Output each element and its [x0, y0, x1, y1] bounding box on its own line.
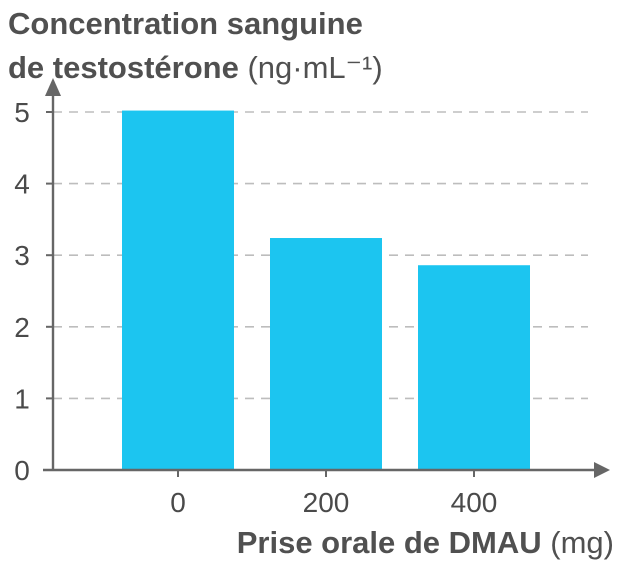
x-tick-label-0: 0 — [170, 487, 186, 518]
x-axis-label: Prise orale de DMAU (mg) — [237, 523, 614, 563]
bar-200 — [270, 238, 382, 470]
y-axis-label-line1: Concentration sanguine — [8, 6, 363, 41]
y-tick-label-4: 4 — [14, 169, 30, 200]
x-tick-label-200: 200 — [303, 487, 350, 518]
y-tick-label-3: 3 — [14, 240, 30, 271]
y-axis-label: Concentration sanguine de testostérone (… — [8, 2, 608, 90]
bars — [122, 110, 530, 471]
y-axis-label-line2: de testostérone — [8, 50, 239, 85]
x-axis-unit: (mg) — [550, 525, 614, 560]
y-axis-unit: (ng·mL⁻¹) — [247, 50, 383, 85]
y-axis-arrow — [45, 78, 61, 96]
y-tick-label-2: 2 — [14, 312, 30, 343]
y-tick-labels: 0 1 2 3 4 5 — [14, 97, 30, 486]
x-axis-label-text: Prise orale de DMAU — [236, 525, 542, 560]
y-tick-label-1: 1 — [14, 383, 30, 414]
x-axis-arrow — [594, 462, 610, 478]
x-tick-label-400: 400 — [451, 487, 498, 518]
x-tick-labels: 0 200 400 — [170, 487, 497, 518]
y-tick-label-5: 5 — [14, 97, 30, 128]
bar-0 — [122, 110, 234, 471]
axes — [43, 78, 610, 478]
bar-400 — [418, 265, 530, 470]
y-tick-label-0: 0 — [14, 455, 30, 486]
